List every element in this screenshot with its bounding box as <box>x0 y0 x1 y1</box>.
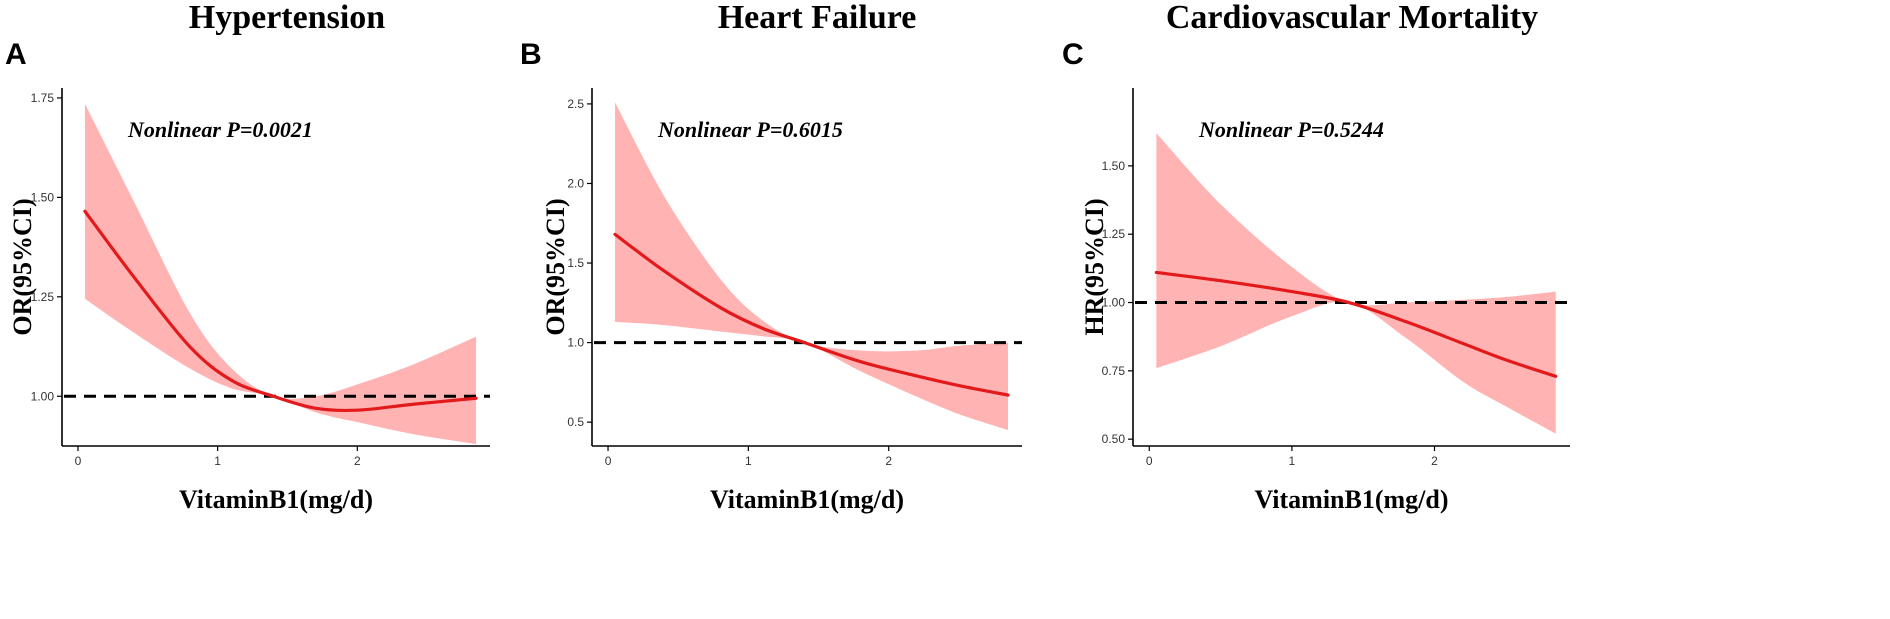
panel-title: Heart Failure <box>718 0 917 36</box>
panel-title: Hypertension <box>189 0 386 36</box>
panel-letter: B <box>520 38 542 71</box>
panel-letter: A <box>5 38 27 71</box>
y-tick-label: 1.00 <box>1102 296 1126 310</box>
y-axis-label: OR(95%CI) <box>8 198 37 335</box>
nonlinear-p-annotation: Nonlinear P=0.0021 <box>127 117 313 142</box>
x-tick-label: 1 <box>1289 454 1296 468</box>
y-tick-label: 0.5 <box>567 415 584 429</box>
panel-b: Heart Failure B 0.5 1.0 1.5 2.0 2.5 0 1 2 VitaminB… <box>520 0 1022 514</box>
nonlinear-p-annotation: Nonlinear P=0.6015 <box>657 117 843 142</box>
y-tick-label: 0.75 <box>1102 364 1126 378</box>
confidence-band <box>1156 133 1556 434</box>
y-tick-label: 1.50 <box>31 190 55 204</box>
y-tick-label: 0.50 <box>1102 432 1126 446</box>
x-tick-label: 0 <box>605 454 612 468</box>
estimate-curve <box>83 209 478 413</box>
y-tick-label: 1.75 <box>31 91 55 105</box>
confidence-band <box>615 102 1008 431</box>
panel-title: Cardiovascular Mortality <box>1166 0 1538 36</box>
x-axis-label: VitaminB1(mg/d) <box>710 485 904 514</box>
y-tick-label: 1.5 <box>567 256 584 270</box>
x-tick-label: 0 <box>75 454 82 468</box>
x-tick-label: 2 <box>1431 454 1438 468</box>
y-tick-label: 1.25 <box>1102 227 1126 241</box>
x-tick-label: 2 <box>885 454 892 468</box>
y-tick-label: 1.00 <box>31 389 55 403</box>
y-axis-label: OR(95%CI) <box>541 198 570 335</box>
y-tick-label: 2.0 <box>567 176 584 190</box>
y-tick-label: 1.25 <box>31 290 55 304</box>
y-tick-label: 2.5 <box>567 97 584 111</box>
x-axis-label: VitaminB1(mg/d) <box>1254 485 1448 514</box>
confidence-band <box>84 103 477 445</box>
x-tick-label: 2 <box>354 454 361 468</box>
panel-a: Hypertension A 1.00 1.25 1.50 1.75 0 1 2 VitaminB… <box>5 0 490 514</box>
panel-letter: C <box>1062 38 1084 71</box>
y-tick-label: 1.0 <box>567 336 584 350</box>
x-tick-label: 1 <box>214 454 221 468</box>
x-tick-label: 0 <box>1146 454 1153 468</box>
estimate-curve <box>613 232 1010 397</box>
y-tick-label: 1.50 <box>1102 159 1126 173</box>
y-axis-label: HR(95%CI) <box>1080 198 1109 335</box>
estimate-curve <box>1154 270 1558 378</box>
panel-c: Cardiovascular Mortality C 0.50 0.75 1.00 1.2… <box>1062 0 1570 514</box>
x-tick-label: 1 <box>745 454 752 468</box>
nonlinear-p-annotation: Nonlinear P=0.5244 <box>1198 117 1384 142</box>
x-axis-label: VitaminB1(mg/d) <box>179 485 373 514</box>
